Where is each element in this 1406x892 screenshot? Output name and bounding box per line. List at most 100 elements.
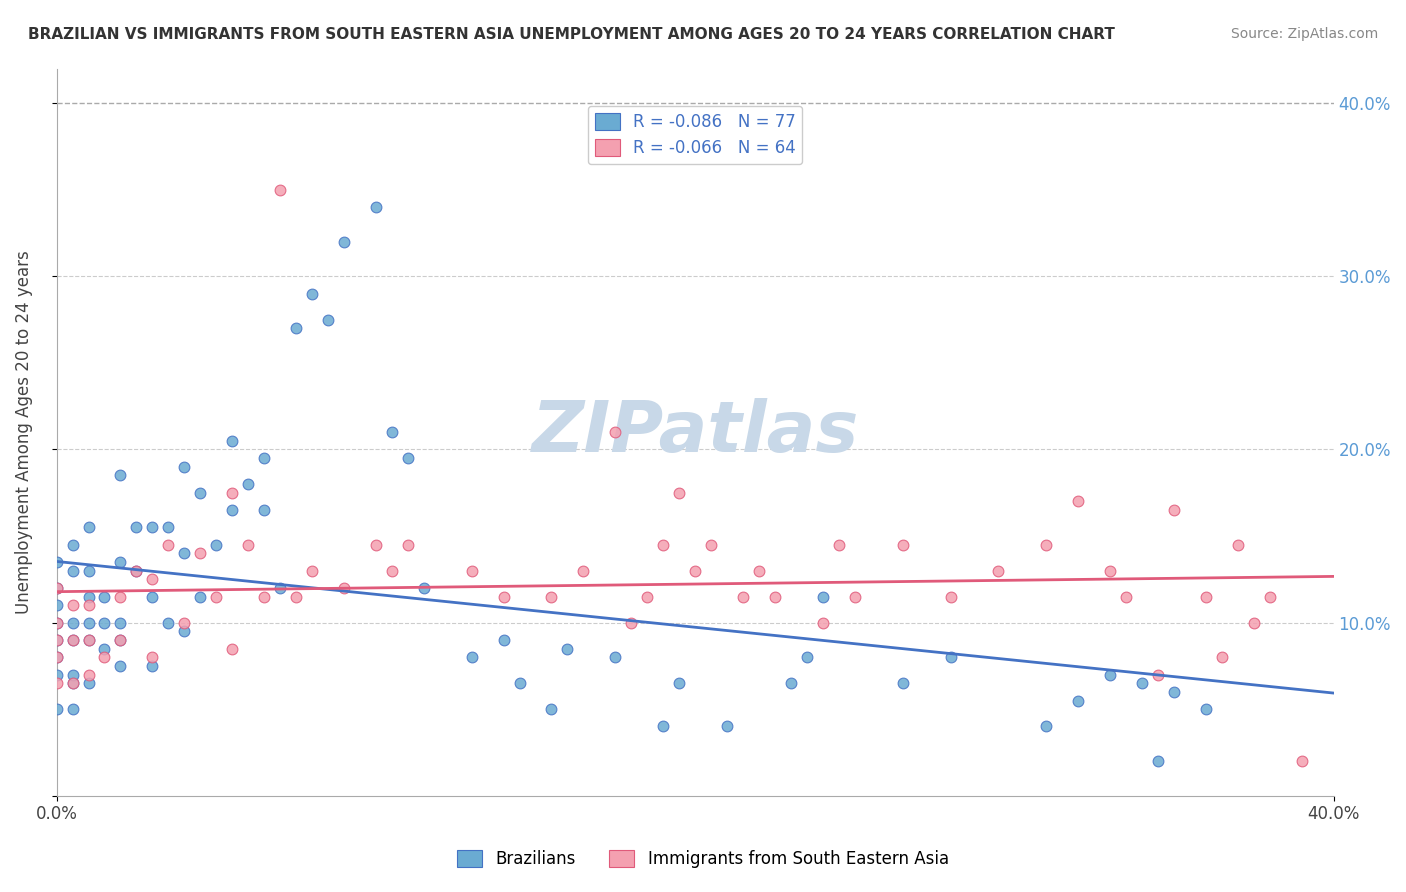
Point xyxy=(157,538,180,552)
Point xyxy=(238,538,260,552)
Point xyxy=(1035,538,1057,552)
Point xyxy=(987,564,1010,578)
Point xyxy=(173,624,195,639)
Point xyxy=(731,590,754,604)
Point xyxy=(301,286,323,301)
Point xyxy=(285,590,308,604)
Point xyxy=(62,538,84,552)
Point xyxy=(141,650,163,665)
Point xyxy=(780,676,803,690)
Point xyxy=(509,676,531,690)
Point xyxy=(93,590,115,604)
Text: BRAZILIAN VS IMMIGRANTS FROM SOUTH EASTERN ASIA UNEMPLOYMENT AMONG AGES 20 TO 24: BRAZILIAN VS IMMIGRANTS FROM SOUTH EASTE… xyxy=(28,27,1115,42)
Point xyxy=(110,632,132,647)
Point xyxy=(77,632,100,647)
Point xyxy=(77,599,100,613)
Point xyxy=(45,650,67,665)
Point xyxy=(333,235,356,249)
Point xyxy=(125,564,148,578)
Point xyxy=(1211,650,1233,665)
Point xyxy=(396,538,419,552)
Point xyxy=(45,581,67,595)
Point xyxy=(141,572,163,586)
Point xyxy=(891,538,914,552)
Point xyxy=(364,200,387,214)
Point xyxy=(316,312,339,326)
Point xyxy=(188,485,211,500)
Point xyxy=(141,590,163,604)
Point xyxy=(1115,590,1137,604)
Point xyxy=(285,321,308,335)
Point xyxy=(763,590,786,604)
Point xyxy=(1147,667,1170,681)
Point xyxy=(1067,494,1090,508)
Point xyxy=(188,590,211,604)
Point xyxy=(1291,754,1313,768)
Point xyxy=(460,564,482,578)
Point xyxy=(1147,754,1170,768)
Point xyxy=(939,650,962,665)
Point xyxy=(93,615,115,630)
Point xyxy=(45,555,67,569)
Point xyxy=(605,650,627,665)
Point xyxy=(110,659,132,673)
Point xyxy=(157,615,180,630)
Legend: R = -0.086   N = 77, R = -0.066   N = 64: R = -0.086 N = 77, R = -0.066 N = 64 xyxy=(588,106,803,164)
Point xyxy=(173,546,195,560)
Point xyxy=(939,590,962,604)
Point xyxy=(620,615,643,630)
Point xyxy=(77,667,100,681)
Point xyxy=(110,590,132,604)
Point xyxy=(45,676,67,690)
Point xyxy=(540,702,562,716)
Point xyxy=(62,599,84,613)
Point xyxy=(125,564,148,578)
Point xyxy=(668,485,690,500)
Point xyxy=(460,650,482,665)
Point xyxy=(45,702,67,716)
Point xyxy=(381,425,404,439)
Point xyxy=(796,650,818,665)
Point xyxy=(141,520,163,534)
Point xyxy=(62,676,84,690)
Point xyxy=(110,632,132,647)
Point xyxy=(652,719,675,733)
Point xyxy=(572,564,595,578)
Point xyxy=(1195,702,1218,716)
Point xyxy=(605,425,627,439)
Point xyxy=(45,632,67,647)
Point xyxy=(62,615,84,630)
Y-axis label: Unemployment Among Ages 20 to 24 years: Unemployment Among Ages 20 to 24 years xyxy=(15,251,32,614)
Point xyxy=(45,615,67,630)
Point xyxy=(221,641,243,656)
Point xyxy=(381,564,404,578)
Point xyxy=(811,590,834,604)
Text: ZIPatlas: ZIPatlas xyxy=(531,398,859,467)
Point xyxy=(77,564,100,578)
Point xyxy=(77,632,100,647)
Point xyxy=(221,503,243,517)
Point xyxy=(62,632,84,647)
Point xyxy=(62,702,84,716)
Point xyxy=(253,451,276,466)
Point xyxy=(1035,719,1057,733)
Point xyxy=(333,581,356,595)
Point xyxy=(93,650,115,665)
Point xyxy=(45,667,67,681)
Point xyxy=(1163,503,1185,517)
Point xyxy=(700,538,723,552)
Point xyxy=(62,564,84,578)
Point xyxy=(396,451,419,466)
Point xyxy=(748,564,770,578)
Point xyxy=(45,650,67,665)
Point xyxy=(891,676,914,690)
Point xyxy=(844,590,866,604)
Point xyxy=(221,434,243,448)
Point xyxy=(77,676,100,690)
Point xyxy=(253,590,276,604)
Point xyxy=(1226,538,1249,552)
Point xyxy=(173,615,195,630)
Point xyxy=(62,676,84,690)
Point xyxy=(157,520,180,534)
Point xyxy=(62,667,84,681)
